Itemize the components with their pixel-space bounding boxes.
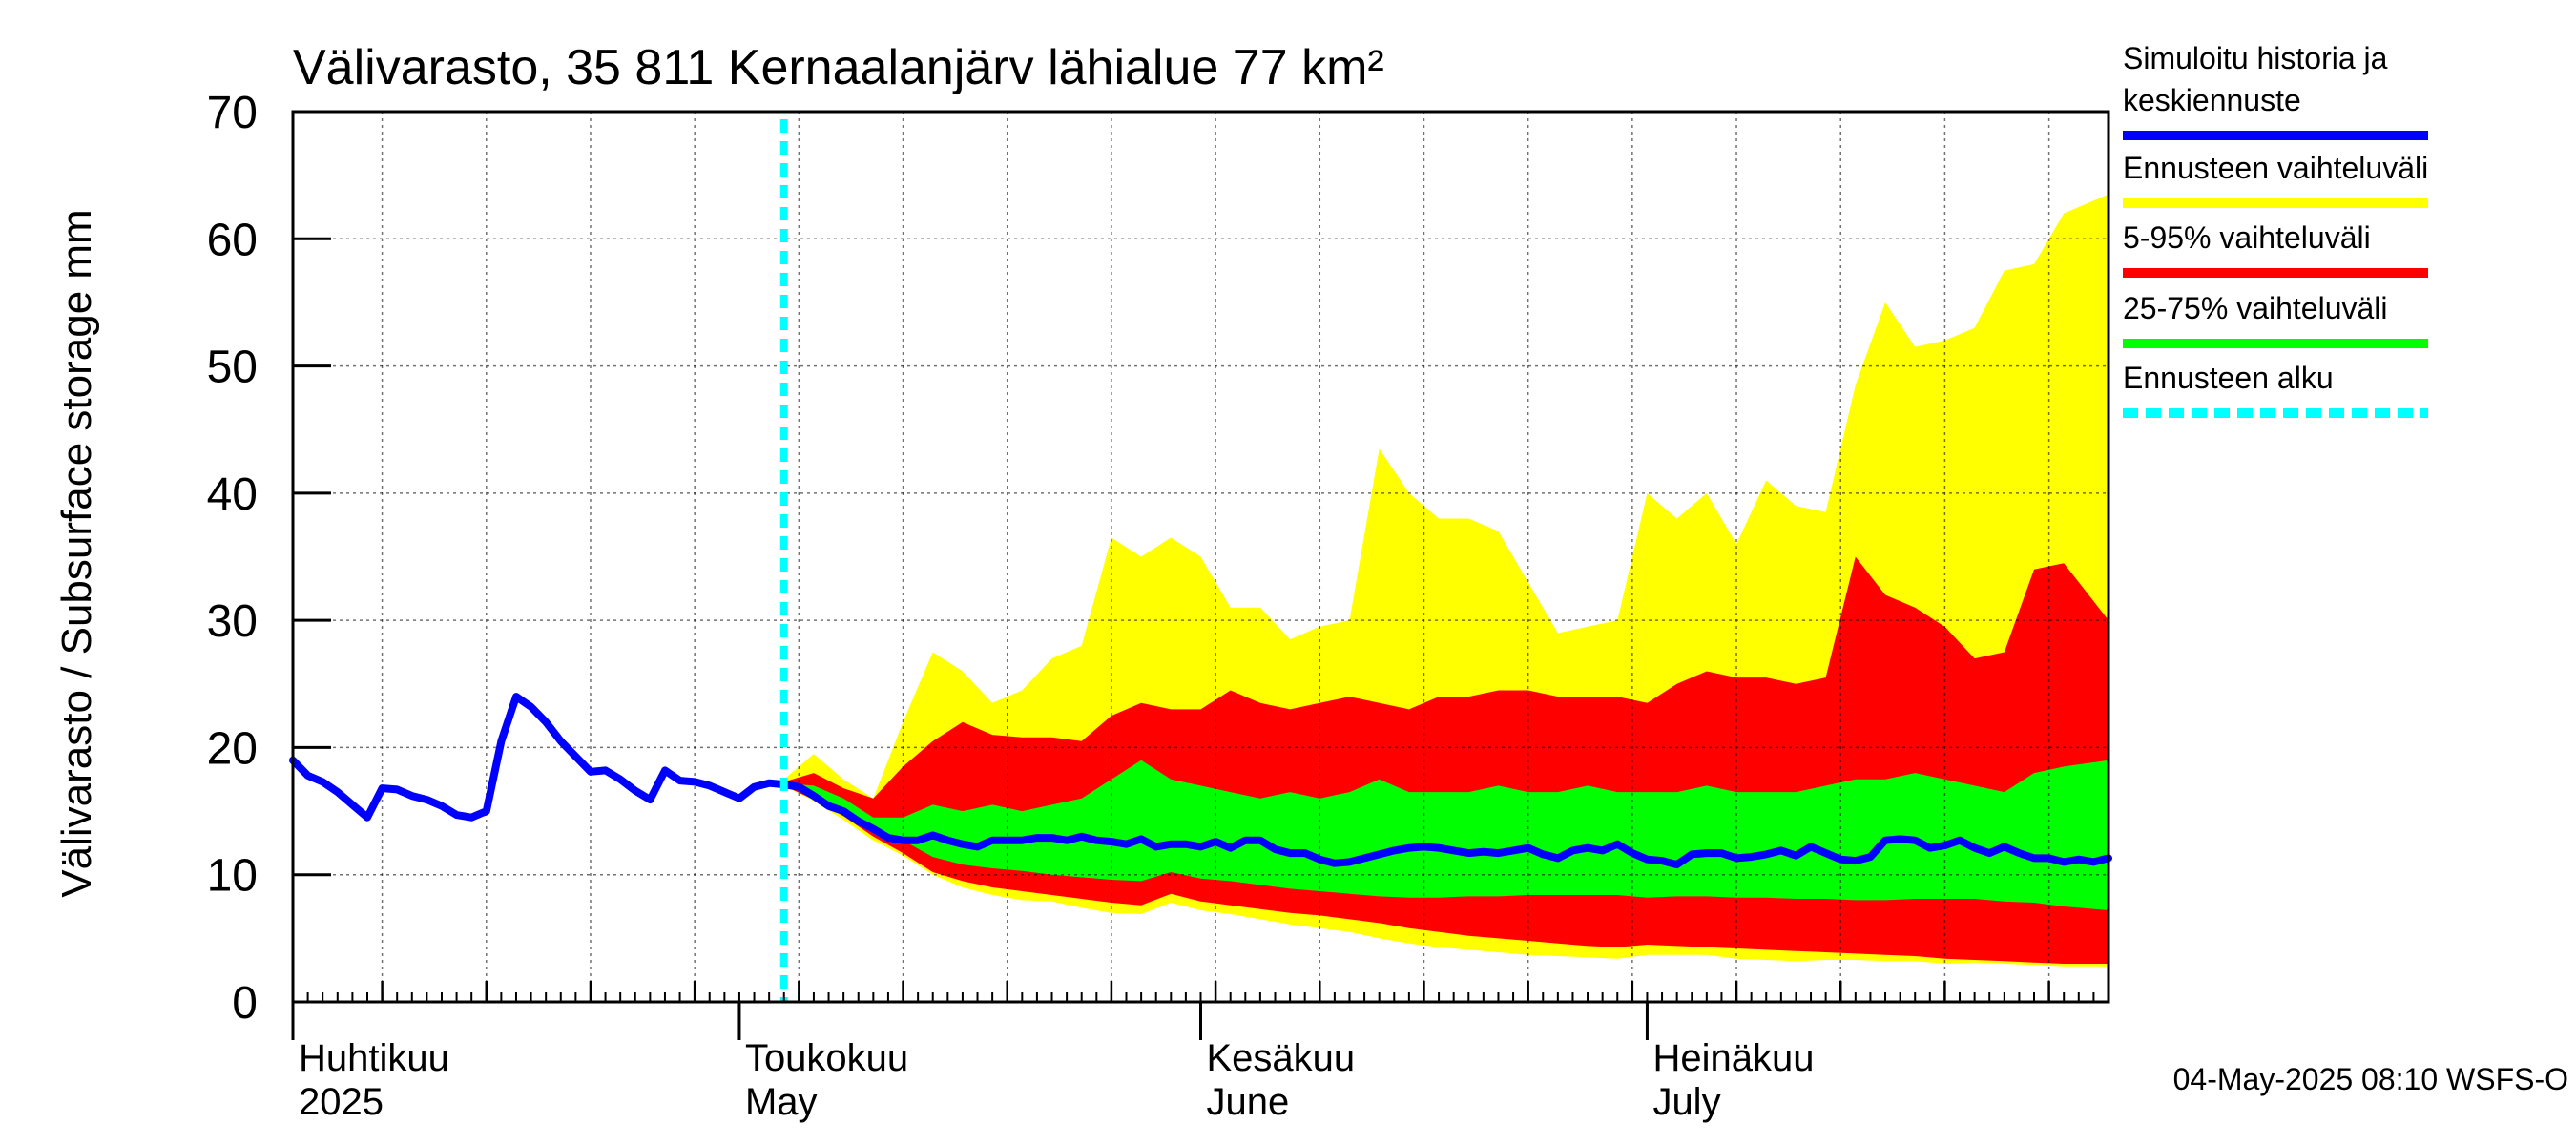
y-tick-label: 0 — [232, 978, 258, 1029]
footer-timestamp: 04-May-2025 08:10 WSFS-O — [2173, 1062, 2568, 1096]
y-tick-label: 60 — [207, 215, 258, 265]
grid — [293, 112, 2109, 1002]
legend-label: 25-75% vaihteluväli — [2123, 291, 2388, 325]
forecast-bands — [783, 194, 2109, 967]
x-month-label-fi: Heinäkuu — [1652, 1037, 1814, 1079]
y-axis: 0 10 20 30 40 50 60 70 — [207, 88, 331, 1029]
legend-label: Ennusteen alku — [2123, 361, 2334, 395]
x-month-label-en: July — [1652, 1081, 1720, 1123]
legend-label: 5-95% vaihteluväli — [2123, 220, 2371, 255]
y-tick-label: 40 — [207, 469, 258, 520]
x-month-label-en: June — [1207, 1081, 1290, 1123]
band-area-2 — [783, 760, 2109, 910]
x-month-label-fi: Toukokuu — [745, 1037, 908, 1079]
x-month-label-fi: Huhtikuu — [299, 1037, 449, 1079]
chart-title: Välivarasto, 35 811 Kernaalanjärv lähial… — [293, 40, 1384, 95]
y-axis-label: Välivarasto / Subsurface storage mm — [53, 209, 100, 897]
y-tick-label: 70 — [207, 88, 258, 138]
y-tick-label: 10 — [207, 851, 258, 902]
y-tick-label: 30 — [207, 596, 258, 647]
x-month-label-en: 2025 — [299, 1081, 384, 1123]
x-month-label-en: May — [745, 1081, 818, 1123]
series-lines — [289, 693, 2112, 869]
y-tick-label: 20 — [207, 723, 258, 774]
x-month-label-fi: Kesäkuu — [1207, 1037, 1356, 1079]
y-tick-label: 50 — [207, 343, 258, 393]
legend-label: Ennusteen vaihteluväli — [2123, 151, 2428, 185]
legend-label: keskiennuste — [2123, 83, 2301, 117]
legend: Simuloitu historia ja keskiennuste Ennuste… — [2123, 41, 2428, 418]
legend-label: Simuloitu historia ja — [2123, 41, 2388, 75]
series-line-0 — [289, 693, 2112, 869]
